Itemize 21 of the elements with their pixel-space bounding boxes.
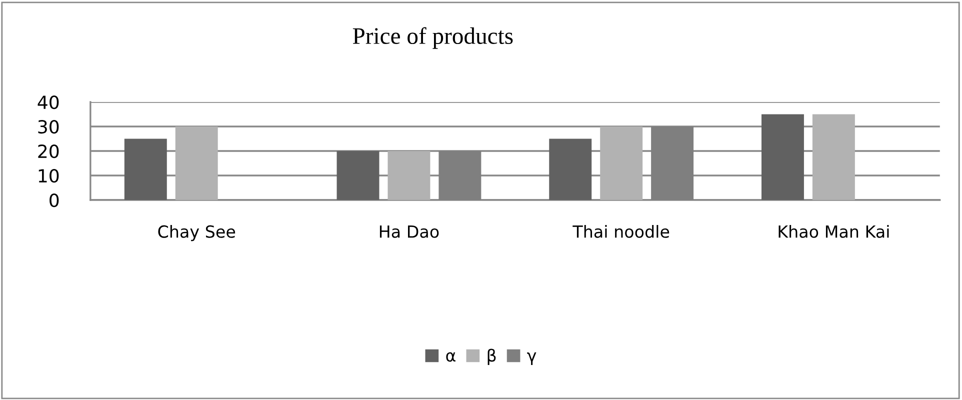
y-tick-label: 0: [50, 193, 59, 208]
y-tick-label: 40: [38, 95, 59, 110]
bar: [124, 138, 167, 200]
legend-label: β: [488, 348, 496, 365]
y-tick-label: 20: [38, 144, 59, 158]
y-tick-label: 30: [38, 120, 59, 134]
x-tick-label: Chay See: [158, 225, 236, 242]
x-tick-label: Thai noodle: [572, 225, 670, 238]
bar: [761, 114, 804, 200]
bar: [812, 114, 855, 200]
legend-label: α: [446, 352, 456, 362]
x-tick-label: Khao Man Kai: [778, 225, 889, 238]
bar: [600, 126, 643, 200]
bar: [549, 138, 592, 200]
bar: [336, 151, 380, 200]
y-tick-label: 10: [38, 168, 59, 183]
bar: [175, 126, 218, 200]
chart-title: Price of products: [352, 27, 513, 49]
legend-label: γ: [527, 352, 536, 365]
x-tick-label: Ha Dao: [380, 226, 439, 238]
bar: [388, 151, 430, 200]
